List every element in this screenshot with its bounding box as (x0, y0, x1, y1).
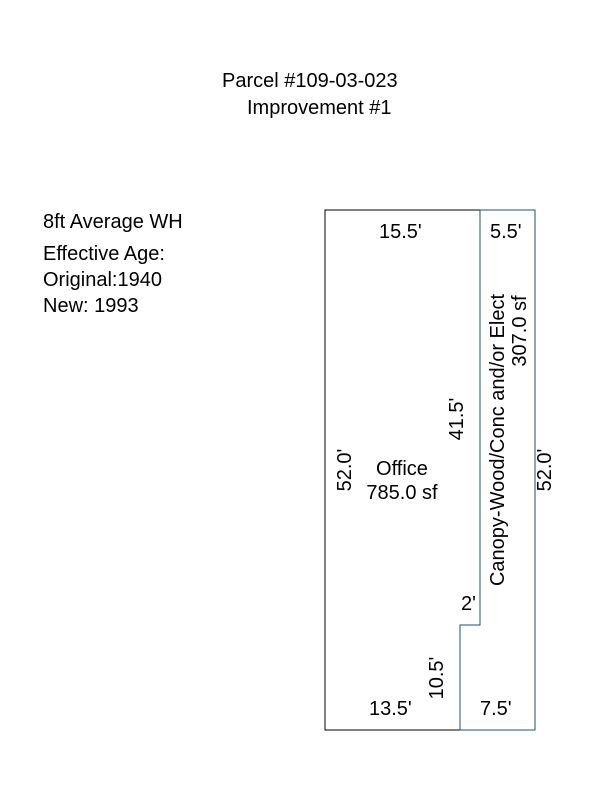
improvement-title: Improvement #1 (247, 97, 392, 119)
original-year: Original:1940 (43, 269, 162, 291)
office-bottom-dimension: 13.5' (369, 698, 412, 720)
canopy-bottom-dimension: 7.5' (480, 698, 512, 720)
effective-age-label: Effective Age: (43, 243, 165, 265)
office-area: 785.0 sf (366, 482, 438, 504)
canopy-area: 307.0 sf (509, 295, 531, 367)
wall-height-note: 8ft Average WH (43, 211, 183, 233)
canopy-name: Canopy-Wood/Conc and/or Elect (487, 293, 509, 587)
notes-block: 8ft Average WH Effective Age: Original:1… (43, 209, 183, 319)
office-top-dimension: 15.5' (379, 221, 422, 243)
office-name: Office (376, 458, 428, 480)
office-label: Office 785.0 sf (366, 457, 437, 505)
office-inner-dimension: 41.5' (446, 397, 468, 441)
canopy-outline (459, 209, 536, 731)
parcel-title: Parcel #109-03-023 (222, 70, 398, 92)
canopy-right-dimension: 52.0' (534, 448, 556, 492)
canopy-top-dimension: 5.5' (490, 221, 522, 243)
office-step-dimension: 10.5' (426, 656, 448, 700)
canopy-step-dimension: 2' (461, 593, 476, 615)
new-year: New: 1993 (43, 295, 139, 317)
office-left-dimension: 52.0' (334, 448, 356, 492)
